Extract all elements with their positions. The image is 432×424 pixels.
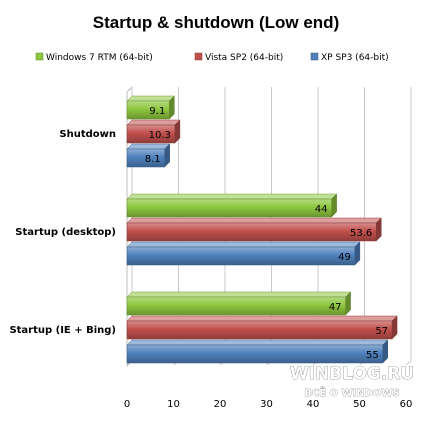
x-tick-label: 20 <box>214 399 227 410</box>
x-tick-label: 50 <box>353 399 366 410</box>
category-startup-ie-bing: Startup (IE + Bing) 47 57 55 <box>9 291 398 364</box>
bar-top <box>126 143 171 150</box>
bar-windows-7-rtm-64-bit-startup-ie-bing: 47 <box>126 291 352 316</box>
bar-top <box>126 95 175 102</box>
legend-item-vista-sp2-64-bit: Vista SP2 (64-bit) <box>194 52 283 63</box>
bar-top <box>126 193 338 200</box>
legend: Windows 7 RTM (64-bit) Vista SP2 (64-bit)… <box>35 52 389 63</box>
legend-swatch <box>194 52 203 61</box>
watermark: WINBLOG.RU ВСЁ О WINDOWS <box>290 364 415 400</box>
plot-area: 0 10 20 30 40 50 60 Shutdown 9.1 10.3 8.1 Startup (… <box>9 86 413 410</box>
bar-vista-sp2-64-bit-startup-ie-bing: 57 <box>126 315 398 340</box>
bar-vista-sp2-64-bit-shutdown: 10.3 <box>126 119 181 144</box>
bar-front <box>126 222 377 242</box>
bar-xp-sp3-64-bit-shutdown: 8.1 <box>126 143 171 168</box>
watermark-slogan: ВСЁ О WINDOWS <box>304 385 399 399</box>
data-label: 57 <box>375 326 388 337</box>
data-label: 44 <box>315 204 328 215</box>
bar-xp-sp3-64-bit-startup-desktop: 49 <box>126 241 361 266</box>
bar-vista-sp2-64-bit-startup-desktop: 53.6 <box>126 217 382 242</box>
bar-front <box>126 296 346 316</box>
bar-xp-sp3-64-bit-startup-ie-bing: 55 <box>126 339 389 364</box>
bar-front <box>126 124 176 144</box>
gridline-floor <box>405 360 412 366</box>
bar-front <box>126 246 356 266</box>
category-startup-desktop: Startup (desktop) 44 53.6 49 <box>15 193 382 266</box>
legend-label: Windows 7 RTM (64-bit) <box>46 53 153 63</box>
legend-item-windows-7-rtm-64-bit: Windows 7 RTM (64-bit) <box>35 52 153 63</box>
bar-windows-7-rtm-64-bit-startup-desktop: 44 <box>126 193 338 218</box>
bar-top <box>126 217 382 224</box>
data-label: 10.3 <box>149 130 171 141</box>
chart-title: Startup & shutdown (Low end) <box>93 13 339 32</box>
bar-top <box>126 339 389 346</box>
bar-front <box>126 320 393 340</box>
data-label: 49 <box>338 252 351 263</box>
data-label: 55 <box>366 350 379 361</box>
bar-front <box>126 198 332 218</box>
category-label: Shutdown <box>59 129 116 140</box>
bar-front <box>126 344 383 364</box>
legend-swatch <box>310 52 319 61</box>
legend-swatch <box>35 52 44 61</box>
bar-top <box>126 119 181 126</box>
category-label: Startup (desktop) <box>15 227 116 238</box>
bar-front <box>126 148 165 168</box>
x-tick-label: 60 <box>400 399 413 410</box>
data-label: 9.1 <box>149 106 165 117</box>
bar-top <box>126 241 361 248</box>
category-shutdown: Shutdown 9.1 10.3 8.1 <box>59 95 181 168</box>
watermark-site: WINBLOG.RU <box>290 364 414 384</box>
data-label: 8.1 <box>145 154 161 165</box>
axis-wall-top <box>126 86 133 93</box>
data-label: 47 <box>329 302 342 313</box>
x-tick-label: 10 <box>167 399 180 410</box>
data-label: 53.6 <box>350 228 372 239</box>
bar-front <box>126 100 170 120</box>
legend-label: Vista SP2 (64-bit) <box>205 53 283 63</box>
legend-item-xp-sp3-64-bit: XP SP3 (64-bit) <box>310 52 389 63</box>
category-label: Startup (IE + Bing) <box>9 325 116 336</box>
legend-label: XP SP3 (64-bit) <box>321 53 389 63</box>
x-tick-label: 30 <box>260 399 273 410</box>
bar-top <box>126 315 398 322</box>
x-tick-label: 40 <box>307 399 320 410</box>
bar-top <box>126 291 352 298</box>
x-tick-label: 0 <box>124 399 130 410</box>
bar-windows-7-rtm-64-bit-shutdown: 9.1 <box>126 95 175 120</box>
